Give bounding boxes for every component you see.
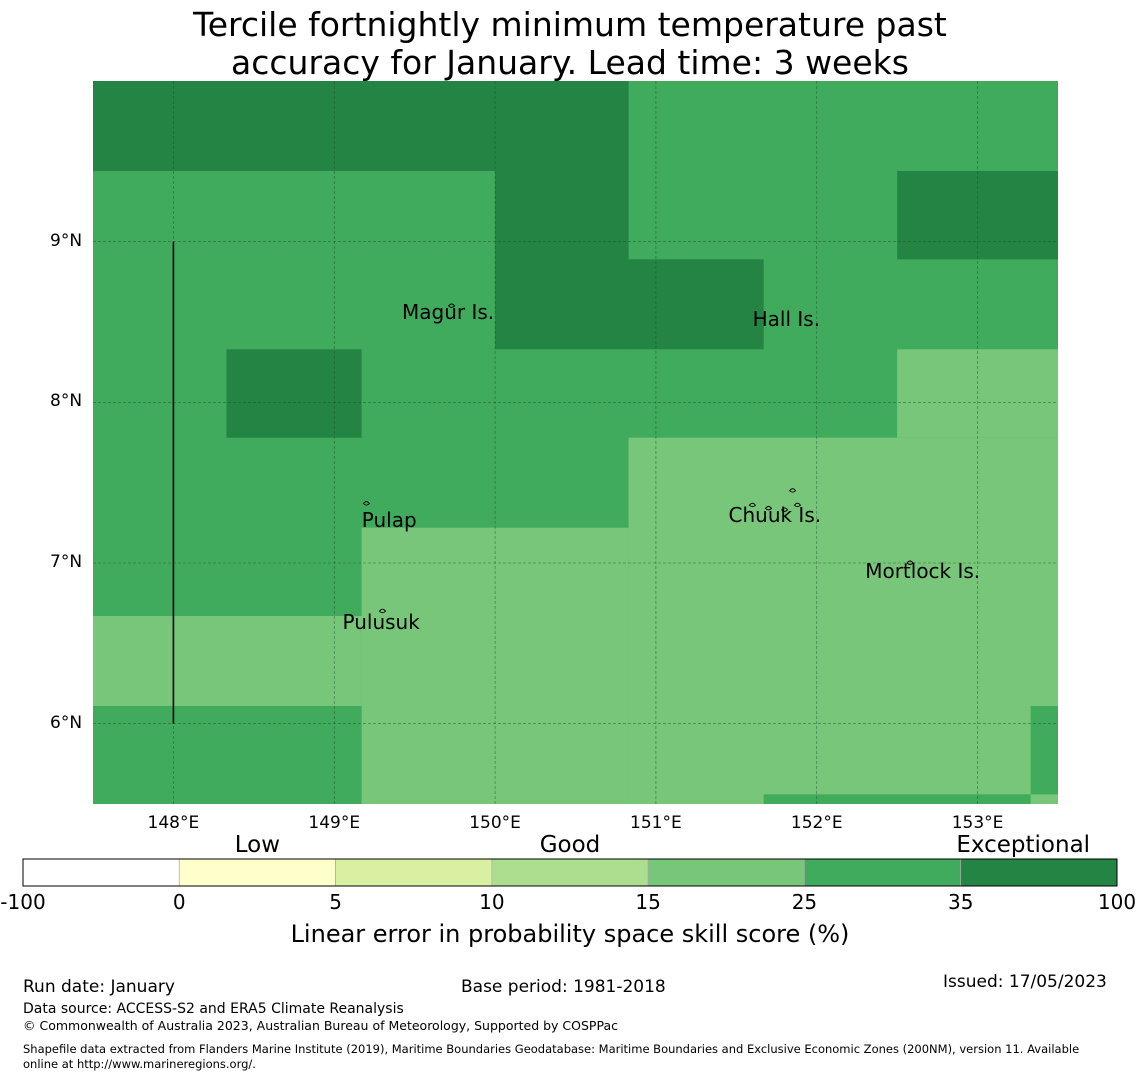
colorbar-tick: 10 (479, 890, 505, 914)
colorbar-tick: 5 (329, 890, 342, 914)
map-title-line-1: Tercile fortnightly minimum temperature … (193, 5, 947, 44)
place-label-hall: Hall Is. (752, 306, 821, 331)
place-label-chuuk: Chuuk Is. (728, 502, 822, 527)
lat-label-6n: 6°N (50, 712, 83, 733)
place-label-mortlock: Mortlock Is. (865, 559, 981, 584)
colorbar-tick: 25 (791, 890, 818, 914)
skill-cell (93, 705, 362, 804)
island-outline (448, 303, 456, 308)
island-outline (378, 608, 387, 614)
place-label-pulusuk: Pulusuk (342, 610, 420, 635)
lat-label-7n: 7°N (50, 552, 83, 572)
island-outline (793, 502, 802, 508)
skill-cell (628, 259, 764, 350)
colorbar-tick: 0 (172, 890, 186, 914)
lat-label-9n: 9°N (50, 230, 83, 251)
skill-cell (628, 437, 1058, 804)
category-exceptional: Exceptional (956, 832, 1091, 858)
lon-label-148e: 148°E (147, 813, 200, 833)
issued-date: Issued: 17/05/2023 (943, 972, 1107, 992)
lon-label-149e: 149°E (308, 813, 361, 833)
skill-cell (897, 170, 1058, 260)
skill-cell (763, 794, 1031, 804)
shapefile-credit-line-1: Shapefile data extracted from Flanders M… (23, 1042, 1080, 1056)
island-outline (789, 488, 797, 493)
island-outline (362, 501, 371, 506)
island-outline (780, 507, 789, 512)
lon-label-150e: 150°E (469, 813, 521, 833)
skill-cell (1030, 705, 1058, 795)
colorbar-tick: 100 (1097, 890, 1137, 914)
category-good: Good (539, 832, 601, 858)
lon-label-153e: 153°E (951, 813, 1004, 833)
category-low: Low (234, 832, 281, 858)
data-source: Data source: ACCESS-S2 and ERA5 Climate … (23, 1001, 404, 1017)
skill-cell (93, 81, 496, 171)
place-label-pulap: Pulap (361, 507, 417, 532)
skill-cell (226, 349, 362, 438)
shapefile-credit-line-2: online at http://www.marineregions.org/. (23, 1057, 256, 1071)
place-label-magur: Magur Is. (402, 300, 495, 325)
island-outline (906, 560, 914, 565)
map-title: Tercile fortnightly minimum temperature … (0, 6, 1140, 82)
island-outline (764, 505, 773, 511)
skill-cell (93, 616, 362, 706)
island-outline (748, 502, 757, 508)
lat-label-8n: 8°N (50, 391, 83, 412)
colorbar-tick: 15 (635, 890, 661, 914)
colorbar-label: Linear error in probability space skill … (290, 920, 850, 948)
run-date: Run date: January (23, 977, 175, 997)
colorbar-tick: 35 (947, 890, 974, 914)
base-period: Base period: 1981-2018 (461, 977, 666, 997)
colorbar-tick: -100 (0, 890, 46, 914)
skill-cell (495, 81, 629, 350)
map-title-line-2: accuracy for January. Lead time: 3 weeks (231, 43, 909, 82)
lon-label-152e: 152°E (790, 813, 843, 833)
lon-label-151e: 151°E (630, 813, 682, 833)
copyright-notice: © Commonwealth of Australia 2023, Austra… (23, 1018, 618, 1033)
